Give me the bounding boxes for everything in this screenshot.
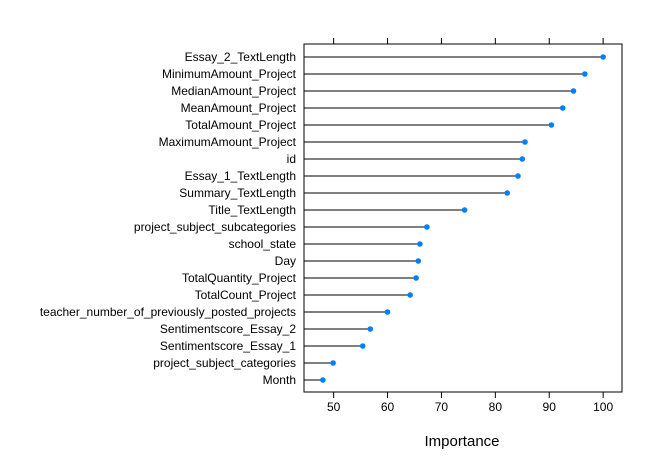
category-label: id [287, 152, 296, 166]
data-point [570, 88, 577, 94]
category-label: Day [275, 254, 296, 268]
data-point [522, 139, 528, 145]
x-tick-label: 60 [381, 400, 395, 414]
data-point [548, 122, 555, 128]
category-label: MedianAmount_Project [171, 84, 296, 98]
x-tick-label: 50 [327, 400, 341, 414]
x-tick-label: 80 [489, 400, 503, 414]
x-axis-title: Importance [424, 433, 499, 450]
data-point [515, 173, 521, 179]
category-label: Title_TextLength [208, 203, 296, 217]
x-tick-label: 100 [593, 400, 613, 414]
category-label: Summary_TextLength [179, 186, 296, 200]
data-point [413, 275, 419, 281]
category-label: Essay_1_TextLength [185, 169, 296, 183]
data-point [519, 156, 526, 162]
category-label: Month [263, 373, 296, 387]
data-point [367, 326, 374, 332]
data-point [330, 360, 336, 366]
data-point [320, 377, 326, 383]
category-label: project_subject_categories [153, 356, 296, 370]
data-point [417, 241, 423, 247]
category-label: TotalCount_Project [195, 288, 297, 302]
data-point [415, 258, 422, 264]
category-label: Essay_2_TextLength [185, 50, 296, 64]
category-label: project_subject_subcategories [134, 220, 296, 234]
category-label: Sentimentscore_Essay_1 [160, 339, 296, 353]
plot-frame [303, 43, 623, 393]
category-label: Sentimentscore_Essay_2 [160, 322, 296, 336]
data-point [582, 71, 588, 77]
x-tick-label: 70 [435, 400, 449, 414]
data-point [504, 190, 510, 196]
x-axis-ticks: 50 60 70 80 90 100 [327, 38, 613, 414]
data-point [424, 224, 430, 230]
category-labels: Essay_2_TextLength MinimumAmount_Project M… [40, 50, 297, 387]
category-label: TotalAmount_Project [185, 118, 296, 132]
category-label: MinimumAmount_Project [162, 67, 297, 81]
data-point [384, 309, 391, 315]
category-label: school_state [229, 237, 297, 251]
data-point [407, 292, 413, 298]
stems-layer [304, 56, 604, 381]
category-label: MaximumAmount_Project [159, 135, 297, 149]
category-label: MeanAmount_Project [181, 101, 297, 115]
data-point [461, 207, 468, 213]
category-label: TotalQuantity_Project [182, 271, 297, 285]
points-layer [320, 54, 606, 383]
category-label: teacher_number_of_previously_posted_proj… [40, 305, 296, 319]
data-point [359, 343, 366, 349]
data-point [559, 105, 566, 111]
x-tick-label: 90 [543, 400, 557, 414]
data-point [600, 54, 606, 60]
